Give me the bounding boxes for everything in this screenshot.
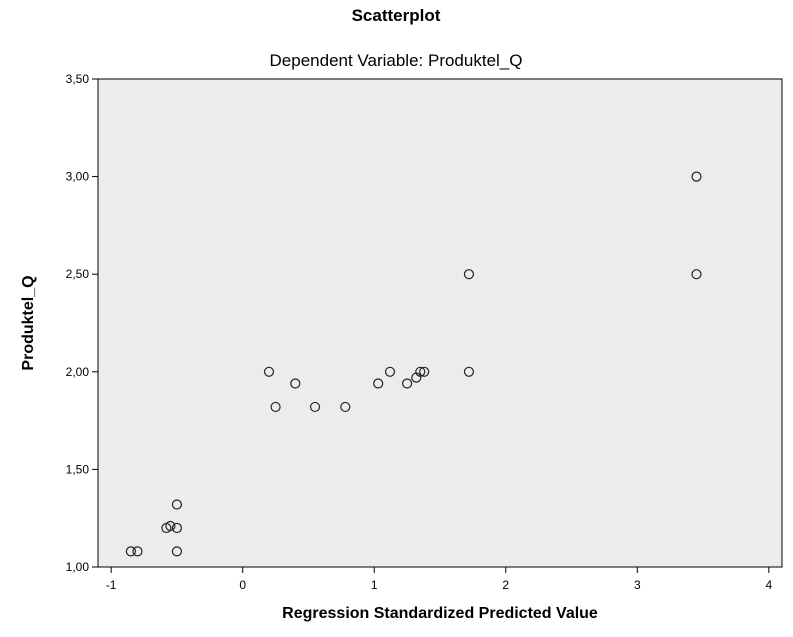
scatter-point [125,546,136,557]
y-tick-label: 1,50 [66,462,90,476]
scatter-point [373,378,384,389]
scatter-point [171,499,183,510]
scatter-point [270,401,281,413]
scatter-point [309,401,321,413]
x-tick-label: 2 [502,578,509,592]
y-axis-ticks: 1,00 1,50 2,00 2,50 3,00 3,50 [66,72,98,574]
x-axis-ticks: -1 0 1 2 3 4 [106,567,773,592]
x-tick-label: 1 [371,578,378,592]
scatter-point [384,366,396,377]
scatter-point [171,546,183,557]
chart-subtitle: Dependent Variable: Produktel_Q [270,51,523,70]
scatter-point [463,366,475,377]
x-tick-label: 4 [766,578,773,592]
y-tick-label: 1,00 [66,560,90,574]
scatter-point [691,171,702,182]
y-axis-label: Produktel_Q [20,275,37,370]
plot-area [97,78,783,568]
scatter-point [463,269,475,280]
scatter-point [402,378,413,389]
chart-title: Scatterplot [352,6,441,25]
scatter-point [132,546,143,557]
scatter-point [340,401,351,413]
scatter-point [419,366,430,377]
y-tick-label: 3,50 [66,72,90,86]
y-tick-label: 2,00 [66,365,90,379]
scatter-point [263,366,275,377]
scatter-point [171,522,183,534]
scatter-point [165,520,176,532]
scatter-point [415,366,426,377]
x-tick-label: 3 [634,578,641,592]
scatter-point [290,378,301,389]
x-axis-label: Regression Standardized Predicted Value [282,605,598,622]
scatter-point [691,269,702,280]
x-tick-label: 0 [239,578,246,592]
data-points [125,171,702,557]
x-tick-label: -1 [106,578,117,592]
y-tick-label: 3,00 [66,170,90,184]
y-tick-label: 2,50 [66,267,90,281]
